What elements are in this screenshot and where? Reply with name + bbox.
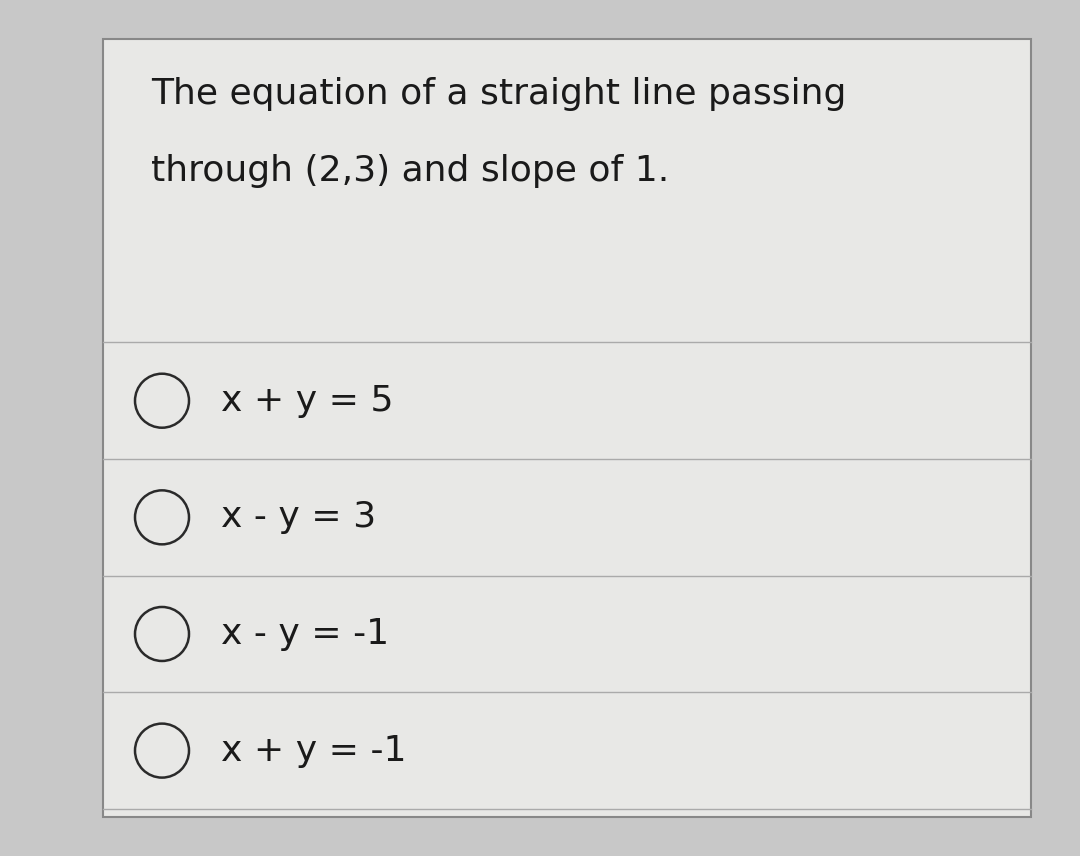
Text: x + y = 5: x + y = 5 bbox=[221, 383, 394, 418]
Text: x - y = -1: x - y = -1 bbox=[221, 617, 390, 651]
Bar bbox=[103, 39, 1031, 817]
Text: The equation of a straight line passing: The equation of a straight line passing bbox=[151, 77, 847, 111]
Text: through (2,3) and slope of 1.: through (2,3) and slope of 1. bbox=[151, 154, 670, 188]
Text: x - y = 3: x - y = 3 bbox=[221, 501, 377, 534]
Text: x + y = -1: x + y = -1 bbox=[221, 734, 407, 768]
